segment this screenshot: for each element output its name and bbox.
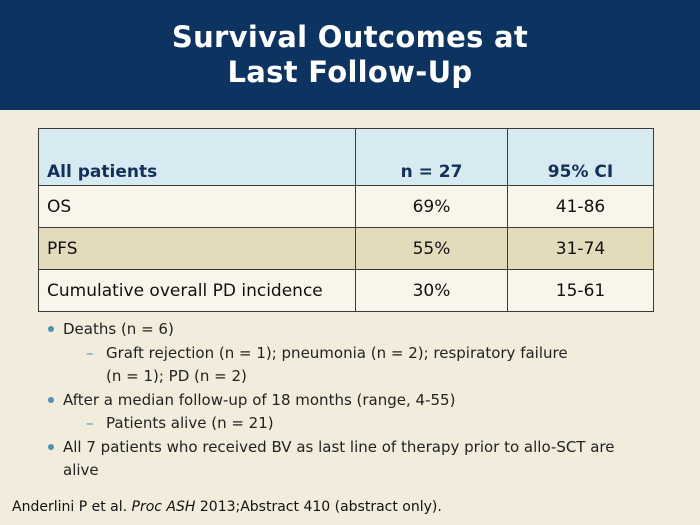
- header-ci: 95% CI: [507, 128, 654, 186]
- row-value: 30%: [355, 269, 508, 312]
- bullet-continuation: alive: [48, 459, 668, 483]
- table-row: PFS 55% 31-74: [38, 227, 654, 270]
- row-label: OS: [38, 185, 356, 228]
- row-value: 55%: [355, 227, 508, 270]
- bullet-dot-icon: [48, 396, 54, 403]
- citation-journal: Proc ASH: [131, 499, 196, 515]
- bullet-text: After a median follow-up of 18 months (r…: [63, 390, 456, 409]
- row-ci: 15-61: [507, 269, 654, 312]
- bullet-follow-up: After a median follow-up of 18 months (r…: [48, 389, 668, 413]
- sub-bullet-alive: – Patients alive (n = 21): [48, 412, 668, 436]
- row-ci: 31-74: [507, 227, 654, 270]
- bullet-list: Deaths (n = 6) – Graft rejection (n = 1)…: [48, 318, 668, 483]
- sub-bullet-text: (n = 1); PD (n = 2): [106, 367, 247, 385]
- row-value: 69%: [355, 185, 508, 228]
- bullet-text: alive: [63, 461, 99, 479]
- bullet-text: Deaths (n = 6): [63, 320, 174, 338]
- row-label: PFS: [38, 227, 356, 270]
- row-label: Cumulative overall PD incidence: [38, 269, 356, 312]
- citation: Anderlini P et al. Proc ASH 2013;Abstrac…: [12, 499, 442, 515]
- bullet-bv-patients: All 7 patients who received BV as last l…: [48, 436, 668, 460]
- header-n: n = 27: [355, 128, 508, 186]
- table-row: OS 69% 41-86: [38, 185, 654, 228]
- slide-title-bar: Survival Outcomes at Last Follow-Up: [0, 0, 700, 110]
- sub-bullet-continuation: (n = 1); PD (n = 2): [48, 365, 668, 389]
- slide-title-line1: Survival Outcomes at: [171, 20, 529, 54]
- dash-icon: –: [86, 343, 94, 362]
- dash-icon: –: [86, 414, 94, 432]
- sub-bullet-text: Graft rejection (n = 1); pneumonia (n = …: [106, 343, 568, 362]
- citation-details: 2013;Abstract 410 (abstract only).: [199, 499, 442, 515]
- bullet-text: All 7 patients who received BV as last l…: [63, 437, 615, 456]
- row-ci: 41-86: [507, 185, 654, 228]
- sub-bullet-text: Patients alive (n = 21): [106, 414, 274, 432]
- table-row: Cumulative overall PD incidence 30% 15-6…: [38, 269, 654, 312]
- table-header-row: All patients n = 27 95% CI: [38, 128, 654, 186]
- sub-bullet-causes: – Graft rejection (n = 1); pneumonia (n …: [48, 342, 668, 366]
- citation-authors: Anderlini P et al.: [12, 499, 128, 515]
- bullet-dot-icon: [48, 326, 54, 332]
- bullet-dot-icon: [48, 443, 54, 450]
- survival-outcomes-table: All patients n = 27 95% CI OS 69% 41-86 …: [38, 128, 654, 312]
- header-all-patients: All patients: [38, 128, 356, 186]
- slide-title-line2: Last Follow-Up: [227, 55, 473, 89]
- bullet-deaths: Deaths (n = 6): [48, 318, 668, 342]
